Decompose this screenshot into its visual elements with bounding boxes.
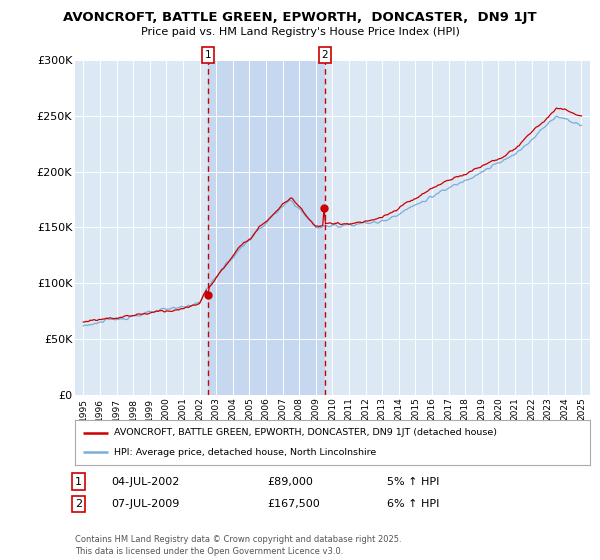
Bar — [208, 60, 325, 395]
Text: 1: 1 — [75, 477, 82, 487]
Text: 2: 2 — [75, 499, 82, 509]
Text: 2: 2 — [321, 50, 328, 60]
Text: £89,000: £89,000 — [267, 477, 313, 487]
Text: 07-JUL-2009: 07-JUL-2009 — [111, 499, 179, 509]
Text: £167,500: £167,500 — [267, 499, 320, 509]
Text: HPI: Average price, detached house, North Lincolnshire: HPI: Average price, detached house, Nort… — [113, 448, 376, 457]
Text: Contains HM Land Registry data © Crown copyright and database right 2025.
This d: Contains HM Land Registry data © Crown c… — [75, 535, 401, 556]
Text: AVONCROFT, BATTLE GREEN, EPWORTH, DONCASTER, DN9 1JT (detached house): AVONCROFT, BATTLE GREEN, EPWORTH, DONCAS… — [113, 428, 497, 437]
Text: AVONCROFT, BATTLE GREEN, EPWORTH,  DONCASTER,  DN9 1JT: AVONCROFT, BATTLE GREEN, EPWORTH, DONCAS… — [63, 11, 537, 24]
Text: 1: 1 — [205, 50, 212, 60]
Text: 04-JUL-2002: 04-JUL-2002 — [111, 477, 179, 487]
Text: 6% ↑ HPI: 6% ↑ HPI — [387, 499, 439, 509]
Text: Price paid vs. HM Land Registry's House Price Index (HPI): Price paid vs. HM Land Registry's House … — [140, 27, 460, 37]
Text: 5% ↑ HPI: 5% ↑ HPI — [387, 477, 439, 487]
